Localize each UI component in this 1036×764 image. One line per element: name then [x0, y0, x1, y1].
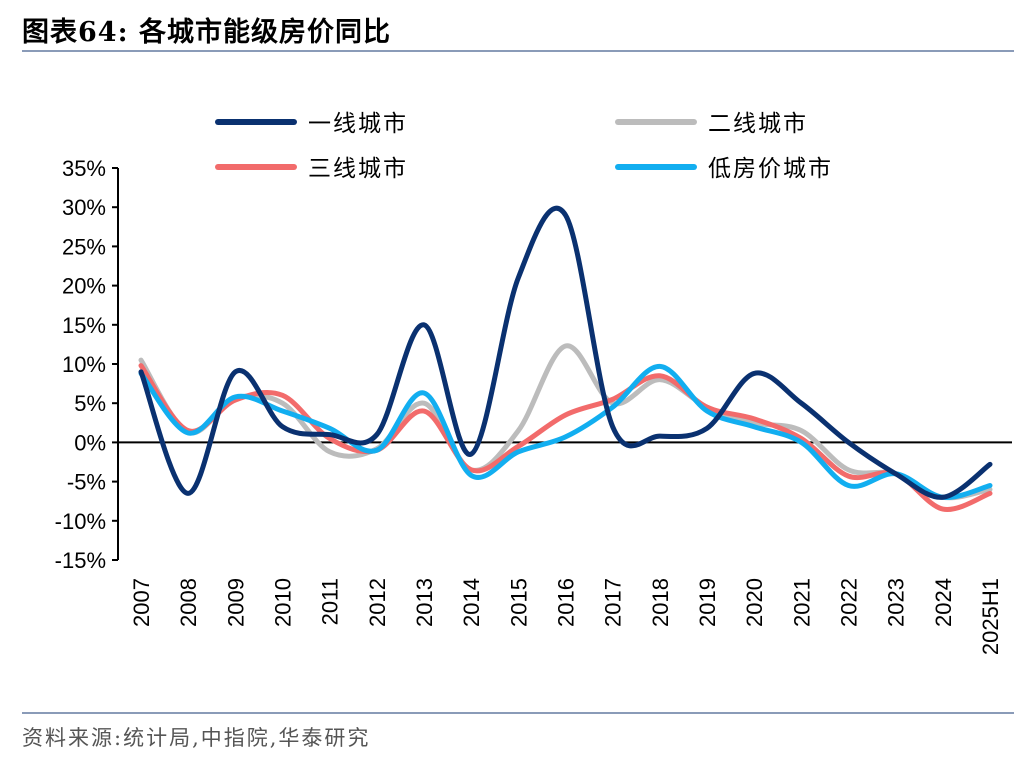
- legend-label-3: 三线城市: [308, 156, 408, 182]
- x-tick-label: 2017: [601, 578, 626, 627]
- x-tick-label: 2019: [695, 578, 720, 627]
- y-tick-label: 10%: [62, 352, 106, 377]
- x-tick-label: 2011: [318, 578, 343, 625]
- x-tick-label: 2010: [271, 578, 296, 627]
- y-tick-label: 20%: [62, 274, 106, 299]
- source-divider: [22, 712, 1014, 714]
- x-tick-label: 2018: [648, 578, 673, 627]
- x-tick-label: 2009: [223, 578, 248, 627]
- figure-title: 图表64: 各城市能级房价同比: [22, 17, 391, 48]
- x-tick-label: 2012: [365, 578, 390, 627]
- legend-label-2: 二线城市: [708, 111, 808, 137]
- source-note: 资料来源:统计局,中指院,华泰研究: [22, 726, 371, 750]
- x-tick-label: 2014: [459, 578, 484, 627]
- x-tick-label: 2024: [931, 578, 956, 627]
- y-tick-label: 5%: [74, 391, 106, 416]
- y-tick-label: 35%: [62, 156, 106, 181]
- x-tick-label: 2022: [837, 578, 862, 627]
- series-line-4: [138, 363, 993, 500]
- y-tick-label: 25%: [62, 234, 106, 259]
- x-tick-label: 2013: [412, 578, 437, 627]
- x-tick-label: 2020: [742, 578, 767, 627]
- series-layer: [138, 205, 993, 512]
- legend-label-1: 一线城市: [308, 111, 408, 137]
- x-tick-label: 2015: [506, 578, 531, 627]
- x-tick-label: 2023: [884, 578, 909, 627]
- series-line-3: [138, 363, 993, 512]
- y-tick-label: -10%: [55, 509, 106, 534]
- x-tick-label: 2007: [129, 578, 154, 627]
- x-tick-label: 2021: [789, 578, 814, 627]
- series-line-1: [138, 205, 993, 500]
- chart-axes: 35% 30% 25% 20% 15% 10% 5% 0% -5% -10% -15% 2007 200…: [55, 156, 1012, 655]
- y-tick-label: 30%: [62, 195, 106, 220]
- title-divider: [22, 50, 1014, 52]
- y-tick-label: 0%: [74, 430, 106, 455]
- y-tick-label: -15%: [55, 548, 106, 573]
- legend-label-4: 低房价城市: [708, 156, 833, 182]
- x-tick-label: 2008: [176, 578, 201, 627]
- y-tick-label: 15%: [62, 313, 106, 338]
- y-tick-label: -5%: [67, 470, 106, 495]
- x-tick-label: 2025H1: [978, 578, 1003, 655]
- series-line-2: [138, 343, 993, 501]
- x-tick-label: 2016: [554, 578, 579, 627]
